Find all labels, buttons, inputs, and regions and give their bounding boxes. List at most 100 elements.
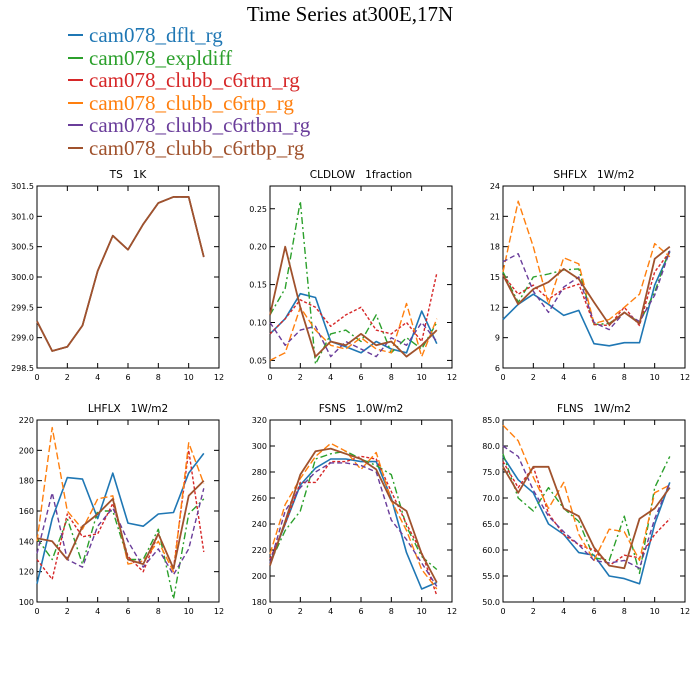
series-line [269, 245, 438, 358]
x-tick-label: 0 [34, 373, 39, 382]
y-tick-label: 200 [19, 446, 34, 455]
x-tick-label: 4 [561, 373, 566, 382]
x-tick-label: 0 [267, 607, 272, 616]
y-tick-label: 6 [495, 364, 500, 373]
y-tick-label: 180 [252, 598, 267, 607]
x-tick-label: 6 [358, 373, 363, 382]
y-tick-label: 260 [252, 494, 267, 503]
y-tick-label: 50.0 [482, 598, 500, 607]
x-tick-label: 4 [95, 607, 100, 616]
x-tick-label: 0 [500, 607, 505, 616]
legend-item: cam078_clubb_c6rtm_rg [68, 69, 310, 92]
y-tick-label: 298.5 [11, 364, 34, 373]
x-tick-label: 6 [125, 373, 130, 382]
chart-panel: TS 1K 0 2 4 6 8 10 12 298.5 299.0 299.5 300.0 300.5 3… [11, 169, 224, 382]
y-tick-label: 55.0 [482, 572, 500, 581]
y-tick-label: 120 [19, 568, 34, 577]
panel-frame [36, 185, 220, 369]
y-tick-label: 65.0 [482, 520, 500, 529]
series-line [269, 462, 438, 587]
legend-item: cam078_dflt_rg [68, 24, 310, 47]
x-tick-label: 10 [650, 373, 660, 382]
panel-title: TS 1K [109, 169, 148, 181]
legend-label: cam078_clubb_c6rtbm_rg [89, 113, 311, 138]
y-tick-label: 300 [252, 442, 267, 451]
x-tick-label: 12 [680, 373, 690, 382]
x-tick-label: 10 [417, 373, 427, 382]
series-line [36, 452, 205, 584]
legend-swatch [68, 34, 83, 37]
x-tick-label: 8 [622, 373, 627, 382]
x-tick-label: 12 [680, 607, 690, 616]
series-line [502, 245, 671, 326]
panel-frame [36, 419, 220, 603]
series-line [269, 273, 438, 343]
series-line [36, 498, 205, 600]
y-tick-label: 160 [19, 507, 34, 516]
panel-title: SHFLX 1W/m2 [553, 169, 634, 181]
series-line [502, 445, 671, 569]
series-line [502, 455, 671, 585]
x-tick-label: 2 [298, 607, 303, 616]
y-tick-label: 0.20 [249, 243, 267, 252]
legend-item: cam078_clubb_c6rtbm_rg [68, 114, 310, 137]
x-tick-label: 10 [417, 607, 427, 616]
y-tick-label: 80.0 [482, 442, 500, 451]
y-tick-label: 15 [490, 273, 500, 282]
x-tick-label: 6 [358, 607, 363, 616]
x-tick-label: 4 [95, 373, 100, 382]
y-tick-label: 299.0 [11, 334, 34, 343]
x-tick-label: 8 [622, 607, 627, 616]
chart-panel: CLDLOW 1fraction 0 2 4 6 8 10 12 0.05 0.10 0.15 0.2… [249, 169, 457, 382]
x-tick-label: 2 [298, 373, 303, 382]
legend-label: cam078_clubb_c6rtm_rg [89, 68, 300, 93]
y-tick-label: 12 [490, 303, 500, 312]
series-line [269, 458, 438, 590]
y-tick-label: 301.5 [11, 182, 34, 191]
series-line [269, 200, 438, 365]
x-tick-label: 10 [650, 607, 660, 616]
series-line [36, 196, 205, 352]
series-line [36, 195, 205, 352]
x-tick-label: 6 [591, 607, 596, 616]
y-tick-label: 240 [252, 520, 267, 529]
series-line [36, 196, 205, 352]
y-tick-label: 300.5 [11, 243, 34, 252]
panel-frame [269, 419, 453, 603]
x-tick-label: 2 [65, 373, 70, 382]
y-tick-label: 21 [490, 212, 500, 221]
y-tick-label: 320 [252, 416, 267, 425]
x-tick-label: 0 [500, 373, 505, 382]
legend-swatch [68, 146, 83, 149]
legend-item: cam078_clubb_c6rtp_rg [68, 92, 310, 115]
y-tick-label: 220 [252, 546, 267, 555]
legend-label: cam078_expldiff [89, 45, 233, 70]
y-tick-label: 0.05 [249, 356, 267, 365]
series-line [502, 465, 671, 570]
y-tick-label: 9 [495, 334, 500, 343]
series-line [269, 450, 438, 571]
y-tick-label: 180 [19, 477, 34, 486]
panel-title: FLNS 1W/m2 [557, 403, 631, 415]
x-tick-label: 4 [328, 607, 333, 616]
chart-panel: FLNS 1W/m2 0 2 4 6 8 10 12 50.0 55.0 60.0 65.0 70.0 7… [482, 403, 690, 616]
x-tick-label: 10 [184, 373, 194, 382]
series-line [269, 321, 438, 358]
series-line [502, 251, 671, 347]
series-line [36, 480, 205, 570]
y-tick-label: 18 [490, 243, 500, 252]
legend: cam078_dflt_rg cam078_expldiff cam078_cl… [68, 24, 310, 159]
series-line [36, 488, 205, 576]
legend-item: cam078_clubb_c6rtbp_rg [68, 137, 310, 160]
legend-item: cam078_expldiff [68, 47, 310, 70]
x-tick-label: 8 [156, 373, 161, 382]
y-tick-label: 300.0 [11, 273, 34, 282]
series-line [36, 449, 205, 580]
x-tick-label: 2 [531, 607, 536, 616]
figure-title: Time Series at300E,17N [246, 2, 454, 26]
series-line [269, 302, 438, 362]
y-tick-label: 140 [19, 537, 34, 546]
y-tick-label: 220 [19, 416, 34, 425]
